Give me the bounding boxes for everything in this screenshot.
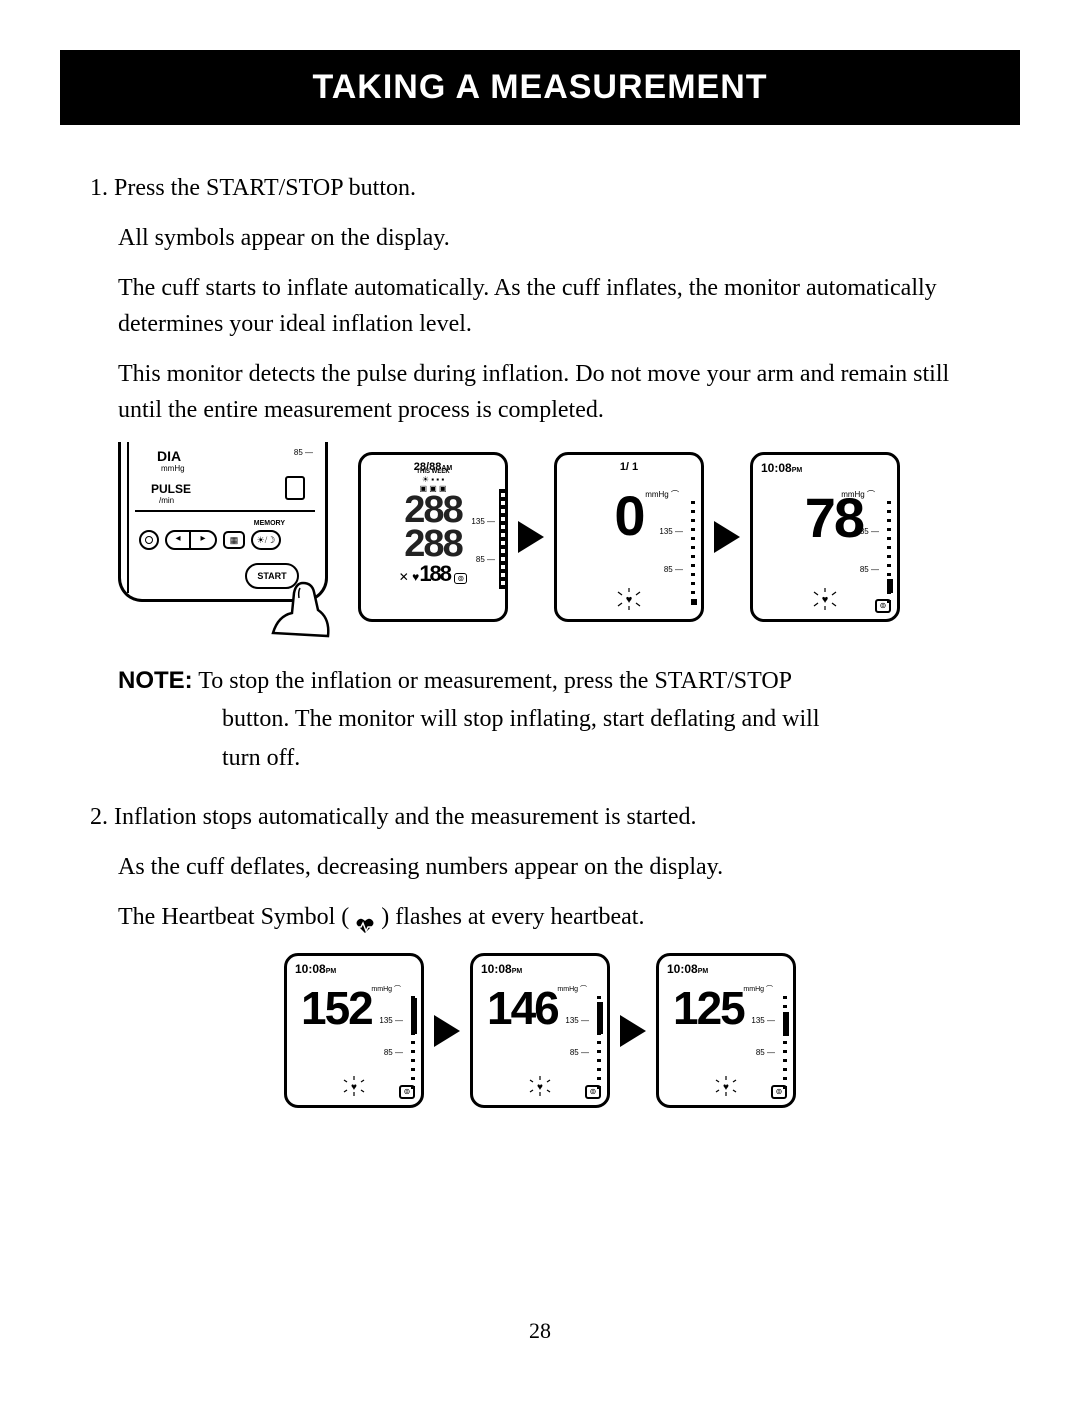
power-button — [139, 530, 159, 550]
heartbeat-icon: ♥ — [341, 1076, 367, 1099]
cuff-icon — [285, 476, 305, 500]
content-area: 1. Press the START/STOP button. All symb… — [60, 170, 1020, 1108]
heartbeat-symbol-icon — [355, 910, 375, 928]
section-header: TAKING A MEASUREMENT — [60, 50, 1020, 125]
level-bar — [691, 501, 695, 603]
screen-zero: 1/ 1 mmHg ⌒ 0 135 — 85 — ♥ — [554, 452, 704, 622]
s1-small: 188 — [419, 561, 450, 586]
step1-number: 1. — [90, 175, 108, 201]
step2-text3b: ) flashes at every heartbeat. — [381, 904, 644, 930]
arrow-icon — [434, 1015, 460, 1047]
note-block: NOTE: To stop the inflation or measureme… — [90, 662, 990, 777]
screen-152: 10:08PM mmHg ⌒ 152 135 — 85 — ♥ ⊚ — [284, 953, 424, 1108]
s2-top: 1/ 1 — [565, 461, 693, 473]
svg-text:♥: ♥ — [537, 1082, 543, 1093]
dia-label: DIA — [157, 448, 181, 464]
note-label: NOTE: — [118, 667, 193, 694]
s2-85: 85 — — [664, 565, 683, 574]
step1-text1: Press the START/STOP button. — [114, 175, 416, 201]
step1-line2: All symbols appear on the display. — [90, 220, 990, 256]
finger-icon — [268, 578, 338, 638]
step2-line2: As the cuff deflates, decreasing numbers… — [90, 849, 990, 885]
right-arrow-button: ▸ — [191, 532, 215, 548]
step2-text1: Inflation stops automatically and the me… — [114, 804, 697, 830]
step1-para2: This monitor detects the pulse during in… — [90, 356, 990, 428]
device-illustration: DIA mmHg PULSE /min 85 — MEMORY ◂ ▸ ▦ — [118, 442, 348, 632]
step2-line1: 2. Inflation stops automatically and the… — [90, 799, 990, 835]
arrow-icon — [620, 1015, 646, 1047]
sb1-time: 10:08PM — [295, 962, 413, 976]
note-text-3: turn off. — [118, 739, 990, 777]
ok-icon: ⊚ — [771, 1085, 787, 1099]
tick-85: 85 — — [294, 448, 313, 457]
svg-text:♥: ♥ — [723, 1082, 729, 1093]
screen-125: 10:08PM mmHg ⌒ 125 135 — 85 — ♥ ⊚ — [656, 953, 796, 1108]
step1-line1: 1. Press the START/STOP button. — [90, 170, 990, 206]
illustration-row-2: 10:08PM mmHg ⌒ 152 135 — 85 — ♥ ⊚ 10:08P… — [90, 953, 990, 1108]
ok-icon: ⊚ — [875, 599, 891, 613]
ok-icon: ⊚ — [399, 1085, 415, 1099]
memory-label: MEMORY — [254, 520, 285, 527]
svg-text:♥: ♥ — [626, 594, 633, 606]
s3-85: 85 — — [860, 565, 879, 574]
step1-para1: The cuff starts to inflate automatically… — [90, 270, 990, 342]
step2-line3: The Heartbeat Symbol ( ) flashes at ever… — [90, 899, 990, 935]
heartbeat-icon: ♥ — [811, 588, 839, 613]
s2-mmhg: mmHg ⌒ — [645, 489, 679, 500]
sun-moon-button: ☀/☽ — [251, 530, 281, 550]
svg-text:♥: ♥ — [822, 594, 829, 606]
arrow-icon — [518, 521, 544, 553]
sb1-mmhg: mmHg ⌒ — [371, 984, 401, 994]
pulse-unit: /min — [159, 496, 174, 505]
left-arrow-button: ◂ — [167, 532, 191, 548]
screen-all-symbols: 28/88AM THIS WEEK ☀ ▪ ▪ ▪▣ ▣ ▣ 288 288 ✕… — [358, 452, 508, 622]
dia-unit: mmHg — [161, 464, 185, 473]
illustration-row-1: DIA mmHg PULSE /min 85 — MEMORY ◂ ▸ ▦ — [118, 442, 990, 632]
arrow-icon — [714, 521, 740, 553]
s3-135: 135 — — [855, 527, 879, 536]
calendar-button: ▦ — [223, 531, 245, 549]
s2-135: 135 — — [659, 527, 683, 536]
heartbeat-icon: ♥ — [615, 588, 643, 613]
note-text-1: To stop the inflation or measurement, pr… — [198, 668, 792, 694]
svg-text:♥: ♥ — [351, 1082, 357, 1093]
step2-text3a: The Heartbeat Symbol ( — [118, 904, 349, 930]
s3-mmhg: mmHg ⌒ — [841, 489, 875, 500]
screen-78: 10:08PM mmHg ⌒ 78 135 — 85 — ♥ ⊚ — [750, 452, 900, 622]
heartbeat-icon: ♥ — [713, 1076, 739, 1099]
note-text-2: button. The monitor will stop inflating,… — [118, 700, 990, 738]
step2-number: 2. — [90, 804, 108, 830]
s3-time: 10:08PM — [761, 461, 889, 475]
heartbeat-icon: ♥ — [527, 1076, 553, 1099]
ok-icon: ⊚ — [585, 1085, 601, 1099]
screen-146: 10:08PM mmHg ⌒ 146 135 — 85 — ♥ ⊚ — [470, 953, 610, 1108]
pulse-label: PULSE — [151, 482, 191, 496]
page-number: 28 — [0, 1318, 1080, 1344]
